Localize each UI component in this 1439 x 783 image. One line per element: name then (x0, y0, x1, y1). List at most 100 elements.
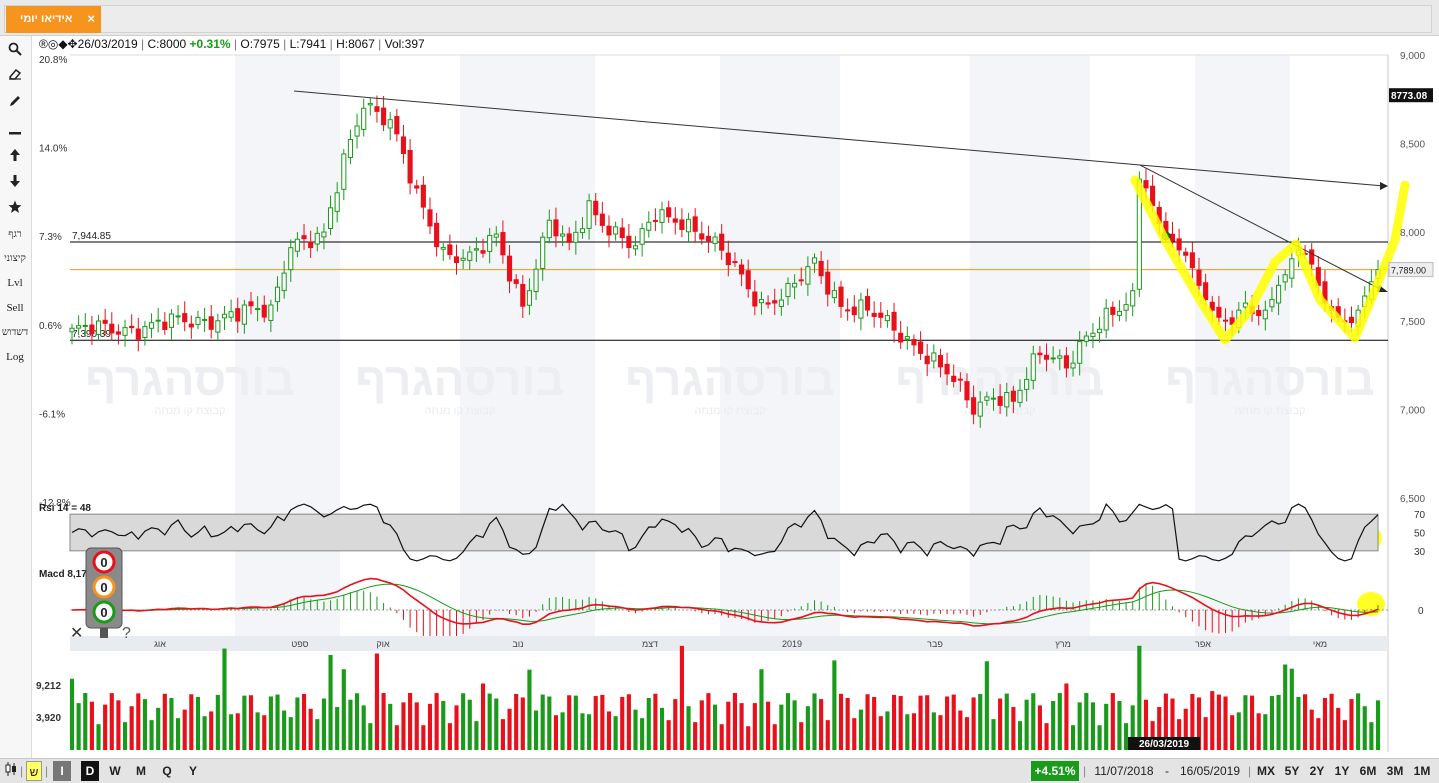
candle-body[interactable] (241, 304, 247, 325)
period-w-button[interactable]: W (109, 764, 121, 778)
candle-body[interactable] (513, 279, 519, 284)
candle-body[interactable] (1289, 258, 1295, 279)
candle-body[interactable] (540, 236, 546, 269)
candle-body[interactable] (1030, 353, 1036, 381)
candle-body[interactable] (467, 251, 473, 261)
candle-body[interactable] (990, 397, 997, 400)
trendline-down[interactable] (1139, 164, 1385, 292)
candle-body[interactable] (825, 271, 831, 295)
candle-body[interactable] (148, 322, 155, 329)
period-y-button[interactable]: Y (188, 764, 197, 778)
candle-body[interactable] (274, 286, 281, 303)
candle-body[interactable] (1275, 284, 1282, 304)
candle-body[interactable] (745, 270, 751, 290)
candle-body[interactable] (1222, 319, 1229, 322)
candle-body[interactable] (175, 315, 181, 318)
candle-body[interactable] (778, 299, 784, 307)
candle-body[interactable] (1116, 310, 1123, 316)
candle-body[interactable] (308, 241, 314, 249)
pencil-icon[interactable] (0, 94, 30, 111)
candle-body[interactable] (334, 192, 340, 212)
candle-body[interactable] (864, 296, 871, 311)
info-symbols[interactable]: ®◎◆✥ (39, 37, 78, 51)
candle-body[interactable] (586, 200, 592, 229)
candle-body[interactable] (354, 125, 360, 137)
candle-body[interactable] (573, 231, 579, 243)
candle-body[interactable] (453, 256, 460, 264)
candle-body[interactable] (487, 235, 493, 252)
candle-body[interactable] (918, 341, 924, 354)
candle-body[interactable] (361, 107, 367, 130)
tool-extreme[interactable]: קיצוני (4, 253, 26, 264)
candle-body[interactable] (440, 246, 446, 250)
candle-body[interactable] (1169, 233, 1176, 242)
trendline-main[interactable] (293, 90, 1141, 166)
candle-body[interactable] (971, 397, 977, 415)
candle-body[interactable] (1037, 352, 1043, 356)
candle-body[interactable] (109, 323, 115, 334)
candle-body[interactable] (1196, 269, 1202, 286)
candle-body[interactable] (347, 139, 354, 158)
candle-body[interactable] (1103, 307, 1109, 331)
candle-body[interactable] (135, 328, 141, 340)
candle-body[interactable] (805, 266, 811, 285)
candle-body[interactable] (374, 106, 380, 112)
candle-body[interactable] (480, 250, 486, 254)
candle-body[interactable] (977, 401, 983, 417)
range-5y-button[interactable]: 5Y (1284, 764, 1300, 778)
candle-body[interactable] (288, 247, 294, 271)
candle-body[interactable] (1348, 316, 1355, 324)
candle-body[interactable] (851, 306, 857, 316)
candle-body[interactable] (719, 233, 725, 251)
candle-body[interactable] (89, 324, 95, 335)
candle-body[interactable] (155, 319, 161, 322)
tool-lvl[interactable]: Lvl (7, 277, 23, 289)
candle-body[interactable] (122, 327, 128, 336)
candle-body[interactable] (838, 286, 844, 307)
candle-body[interactable] (95, 320, 102, 335)
candle-body[interactable] (387, 119, 393, 129)
range-2y-button[interactable]: 2Y (1309, 764, 1325, 778)
candle-body[interactable] (619, 227, 625, 239)
candle-body[interactable] (520, 284, 526, 307)
candle-body[interactable] (202, 318, 208, 321)
traffic-light-lamp[interactable] (92, 600, 116, 624)
line-icon[interactable] (0, 124, 30, 139)
candle-body[interactable] (294, 238, 300, 252)
candle-body[interactable] (811, 257, 818, 264)
candle-body[interactable] (69, 327, 75, 333)
candle-body[interactable] (798, 279, 804, 282)
candle-body[interactable] (1176, 238, 1182, 251)
candle-body[interactable] (281, 272, 287, 292)
candle-body[interactable] (546, 219, 552, 239)
arrow-down-icon[interactable] (0, 174, 30, 191)
to-date[interactable]: 16/05/2019 (1179, 764, 1241, 778)
candle-body[interactable] (1010, 390, 1016, 402)
candle-body[interactable] (414, 185, 420, 189)
candle-body[interactable] (434, 222, 440, 248)
candle-body[interactable] (1256, 309, 1262, 316)
candle-body[interactable] (367, 102, 373, 106)
candle-body[interactable] (341, 153, 347, 190)
candle-body[interactable] (102, 319, 108, 324)
candle-body[interactable] (1077, 341, 1083, 364)
traffic-light-help-icon[interactable]: ? (122, 625, 131, 642)
candle-body[interactable] (500, 232, 506, 256)
candle-body[interactable] (699, 233, 705, 240)
candle-body[interactable] (1309, 249, 1315, 265)
tab-close-icon[interactable]: × (87, 11, 95, 26)
candle-body[interactable] (785, 282, 791, 298)
candle-body[interactable] (884, 315, 890, 322)
candle-body[interactable] (566, 233, 572, 243)
candle-body[interactable] (758, 299, 765, 304)
candle-body[interactable] (904, 336, 910, 340)
range-3m-button[interactable]: 3M (1386, 764, 1404, 778)
candle-body[interactable] (314, 232, 320, 245)
candle-body[interactable] (560, 233, 566, 237)
candle-body[interactable] (142, 326, 148, 338)
traffic-light-lamp[interactable] (92, 575, 116, 599)
candle-body[interactable] (997, 396, 1003, 406)
candle-body[interactable] (898, 332, 904, 343)
candle-body[interactable] (407, 149, 413, 184)
candle-body[interactable] (162, 321, 168, 330)
